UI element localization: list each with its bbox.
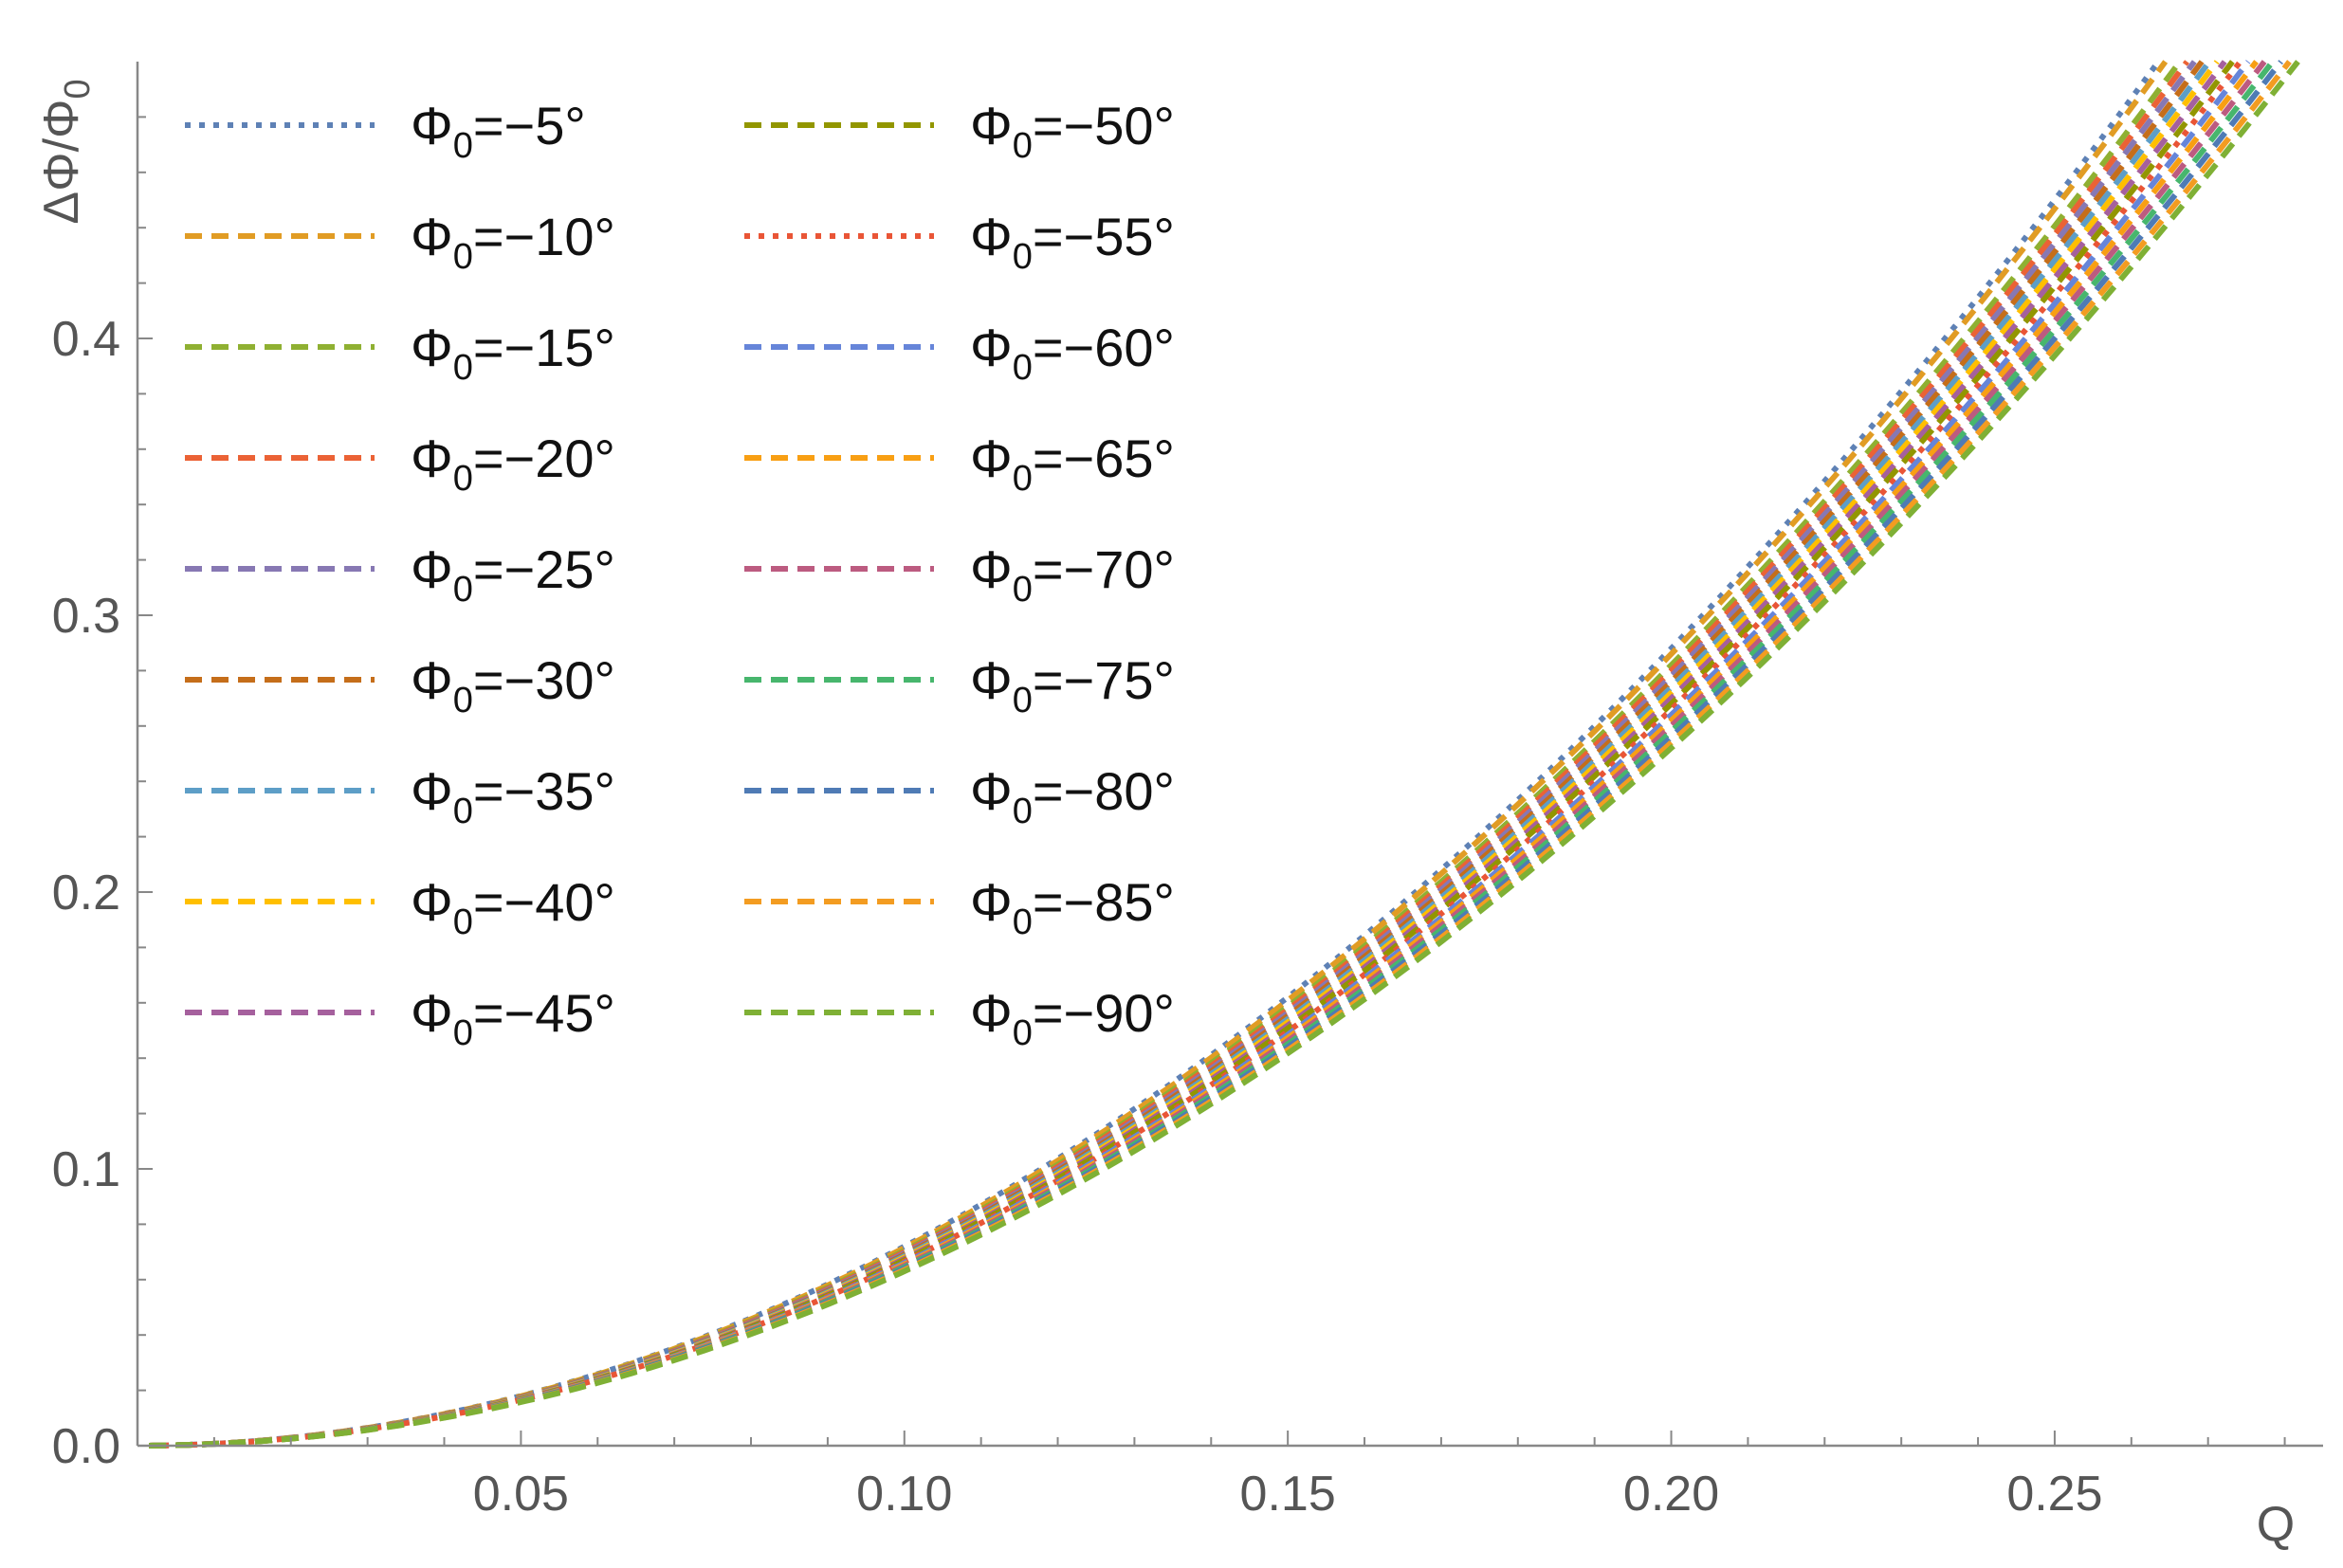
legend-item: Φ0=−30°	[185, 650, 615, 720]
legend-item: Φ0=−15°	[185, 318, 615, 388]
x-tick-label: 0.05	[473, 1467, 569, 1522]
legend-item: Φ0=−45°	[185, 983, 615, 1053]
legend-item: Φ0=−25°	[185, 539, 615, 610]
x-axis-label: Q	[2257, 1497, 2295, 1552]
y-axis-label: ΔΦ/Φ0	[34, 79, 98, 224]
series-line-11	[149, 60, 2243, 1449]
y-tick-label: 0.2	[52, 866, 120, 921]
series-layer	[149, 60, 2300, 1449]
legend-label: Φ0=−75°	[970, 650, 1175, 720]
legend-item: Φ0=−65°	[744, 428, 1175, 499]
legend-item: Φ0=−10°	[185, 207, 615, 277]
legend-item: Φ0=−80°	[744, 761, 1175, 831]
legend-label: Φ0=−20°	[411, 428, 615, 499]
legend-label: Φ0=−30°	[411, 650, 615, 720]
legend-item: Φ0=−55°	[744, 207, 1175, 277]
legend-label: Φ0=−40°	[411, 872, 615, 942]
legend-label: Φ0=−60°	[970, 318, 1175, 388]
legend-item: Φ0=−60°	[744, 318, 1175, 388]
legend-item: Φ0=−85°	[744, 872, 1175, 942]
legend-item: Φ0=−75°	[744, 650, 1175, 720]
legend-label: Φ0=−85°	[970, 872, 1175, 942]
y-axis-label-main: ΔΦ/Φ	[34, 99, 89, 224]
legend-label: Φ0=−25°	[411, 539, 615, 610]
legend-label: Φ0=−55°	[970, 207, 1175, 277]
axes: 0.05 0.10 0.15 0.20 0.25 0.0 0.1 0.2 0.3 0.4	[52, 62, 2323, 1522]
series-line-18	[149, 60, 2300, 1449]
y-axis-label-sub: 0	[58, 79, 98, 99]
legend: Φ0=−5° Φ0=−10° Φ0=−15° Φ0=−20° Φ0=−25° Φ0=−30…	[185, 96, 1175, 1053]
legend-label: Φ0=−35°	[411, 761, 615, 831]
legend-item: Φ0=−70°	[744, 539, 1175, 610]
legend-item: Φ0=−40°	[185, 872, 615, 942]
legend-item: Φ0=−50°	[744, 96, 1175, 166]
legend-label: Φ0=−15°	[411, 318, 615, 388]
legend-item: Φ0=−5°	[185, 96, 586, 166]
x-tick-label: 0.15	[1240, 1467, 1336, 1522]
y-tick-label: 0.4	[52, 312, 120, 367]
x-tick-label: 0.10	[856, 1467, 952, 1522]
series-line-1	[149, 60, 2161, 1449]
legend-label: Φ0=−70°	[970, 539, 1175, 610]
legend-label: Φ0=−45°	[411, 983, 615, 1053]
legend-label: Φ0=−90°	[970, 983, 1175, 1053]
y-tick-label: 0.1	[52, 1142, 120, 1197]
legend-label: Φ0=−80°	[970, 761, 1175, 831]
y-tick-label: 0.3	[52, 589, 120, 644]
legend-item: Φ0=−20°	[185, 428, 615, 499]
x-tick-label: 0.25	[2006, 1467, 2102, 1522]
legend-label: Φ0=−50°	[970, 96, 1175, 166]
legend-label: Φ0=−65°	[970, 428, 1175, 499]
series-line-2	[149, 60, 2169, 1449]
x-tick-label: 0.20	[1623, 1467, 1719, 1522]
legend-item: Φ0=−35°	[185, 761, 615, 831]
legend-item: Φ0=−90°	[744, 983, 1175, 1053]
legend-label: Φ0=−5°	[411, 96, 586, 166]
legend-label: Φ0=−10°	[411, 207, 615, 277]
y-tick-label: 0.0	[52, 1419, 120, 1474]
